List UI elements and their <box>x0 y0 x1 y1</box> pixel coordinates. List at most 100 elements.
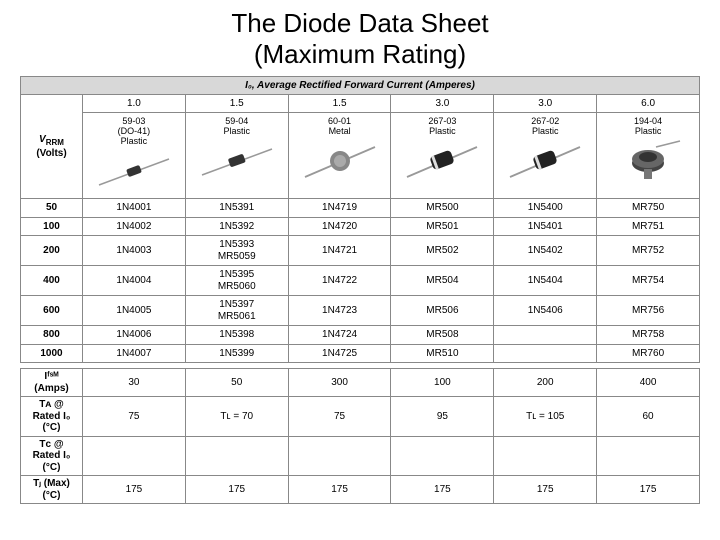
param-value: Tʟ = 70 <box>185 397 288 437</box>
part-number: MR760 <box>597 344 700 363</box>
vrrm-header: VRRM(Volts) <box>21 95 83 199</box>
part-number: MR504 <box>391 266 494 296</box>
param-value: 175 <box>597 476 700 504</box>
param-value: 300 <box>288 369 391 397</box>
part-number: 1N4725 <box>288 344 391 363</box>
diode-icon <box>94 149 174 195</box>
col-current: 3.0 <box>494 95 597 113</box>
param-value: 175 <box>185 476 288 504</box>
table-row: Tᴀ @ Rated I₀(°C)75Tʟ = 707595Tʟ = 10560 <box>21 397 700 437</box>
part-number: 1N4004 <box>83 266 186 296</box>
vrrm-value: 50 <box>21 199 83 218</box>
table-row: 2001N40031N5393MR50591N4721MR5021N5402MR… <box>21 236 700 266</box>
part-number: 1N4005 <box>83 296 186 326</box>
vrrm-label: VRRM(Volts) <box>36 134 66 158</box>
part-number: MR758 <box>597 326 700 345</box>
vrrm-value: 200 <box>21 236 83 266</box>
table-row: 10001N40071N53991N4725MR510 MR760 <box>21 344 700 363</box>
part-number: 1N5399 <box>185 344 288 363</box>
param-value: 95 <box>391 397 494 437</box>
package-row: 59-03(DO-41)Plastic 59-04Plastic 60-01Me… <box>21 113 700 199</box>
param-label: Iᶠˢᴹ(Amps) <box>21 369 83 397</box>
vrrm-value: 800 <box>21 326 83 345</box>
datasheet-table: I₀, Average Rectified Forward Current (A… <box>20 76 700 504</box>
table-row: 6001N40051N5397MR50611N4723MR5061N5406MR… <box>21 296 700 326</box>
part-number: MR751 <box>597 217 700 236</box>
table-top-header: I₀, Average Rectified Forward Current (A… <box>21 77 700 95</box>
part-number: 1N4721 <box>288 236 391 266</box>
diode-icon <box>608 139 688 185</box>
part-number: 1N5393MR5059 <box>185 236 288 266</box>
part-number: MR501 <box>391 217 494 236</box>
param-value: 60 <box>597 397 700 437</box>
part-number: MR508 <box>391 326 494 345</box>
part-number: MR500 <box>391 199 494 218</box>
param-value <box>391 436 494 476</box>
part-number: 1N5406 <box>494 296 597 326</box>
pkg-code: 267-03Plastic <box>395 117 489 137</box>
part-number: 1N4007 <box>83 344 186 363</box>
pkg-code: 59-03(DO-41)Plastic <box>87 117 181 147</box>
table-row: Tᴄ @ Rated I₀(°C) <box>21 436 700 476</box>
table-row: 1001N40021N53921N4720MR5011N5401MR751 <box>21 217 700 236</box>
package-cell: 60-01Metal <box>288 113 391 199</box>
pkg-code: 60-01Metal <box>293 117 387 137</box>
package-cell: 59-03(DO-41)Plastic <box>83 113 186 199</box>
vrrm-value: 400 <box>21 266 83 296</box>
part-number: 1N4723 <box>288 296 391 326</box>
part-number: 1N5391 <box>185 199 288 218</box>
vrrm-value: 600 <box>21 296 83 326</box>
pkg-code: 267-02Plastic <box>498 117 592 137</box>
table-row: 8001N40061N53981N4724MR508 MR758 <box>21 326 700 345</box>
table-row: Tⱼ (Max)(°C)175175175175175175 <box>21 476 700 504</box>
param-value: 175 <box>391 476 494 504</box>
diode-icon <box>197 139 277 185</box>
package-cell: 59-04Plastic <box>185 113 288 199</box>
col-current: 3.0 <box>391 95 494 113</box>
param-value: 75 <box>288 397 391 437</box>
param-value: 200 <box>494 369 597 397</box>
param-value <box>288 436 391 476</box>
part-number: 1N4720 <box>288 217 391 236</box>
table-row: 501N40011N53911N4719MR5001N5400MR750 <box>21 199 700 218</box>
part-number: 1N5400 <box>494 199 597 218</box>
param-value: 75 <box>83 397 186 437</box>
param-label: Tᴄ @ Rated I₀(°C) <box>21 436 83 476</box>
part-number: 1N4001 <box>83 199 186 218</box>
param-value: 175 <box>288 476 391 504</box>
param-value: 30 <box>83 369 186 397</box>
param-value: 100 <box>391 369 494 397</box>
diode-icon <box>402 139 482 185</box>
vrrm-value: 1000 <box>21 344 83 363</box>
part-number: 1N4002 <box>83 217 186 236</box>
part-number: MR756 <box>597 296 700 326</box>
param-value <box>185 436 288 476</box>
part-number: 1N5398 <box>185 326 288 345</box>
part-number: 1N4722 <box>288 266 391 296</box>
part-number <box>494 326 597 345</box>
col-current: 1.5 <box>288 95 391 113</box>
part-number: 1N5392 <box>185 217 288 236</box>
pkg-code: 194-04Plastic <box>601 117 695 137</box>
part-number: MR510 <box>391 344 494 363</box>
param-value <box>597 436 700 476</box>
package-cell: 194-04Plastic <box>597 113 700 199</box>
part-number: MR754 <box>597 266 700 296</box>
pkg-code: 59-04Plastic <box>190 117 284 137</box>
part-number: 1N4724 <box>288 326 391 345</box>
diode-icon <box>505 139 585 185</box>
page-title: The Diode Data Sheet(Maximum Rating) <box>20 8 700 70</box>
param-value: Tʟ = 105 <box>494 397 597 437</box>
part-number: MR752 <box>597 236 700 266</box>
vrrm-value: 100 <box>21 217 83 236</box>
package-cell: 267-02Plastic <box>494 113 597 199</box>
part-number <box>494 344 597 363</box>
part-number: 1N4719 <box>288 199 391 218</box>
param-value: 400 <box>597 369 700 397</box>
part-number: 1N5402 <box>494 236 597 266</box>
package-cell: 267-03Plastic <box>391 113 494 199</box>
part-number: MR502 <box>391 236 494 266</box>
part-number: MR750 <box>597 199 700 218</box>
part-number: MR506 <box>391 296 494 326</box>
part-number: 1N4006 <box>83 326 186 345</box>
